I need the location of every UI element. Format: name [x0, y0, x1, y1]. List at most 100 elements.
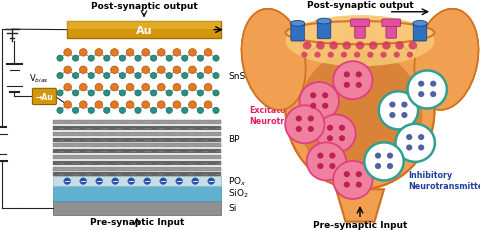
Circle shape [296, 126, 302, 132]
Circle shape [173, 67, 181, 74]
Circle shape [79, 49, 87, 57]
Circle shape [329, 163, 336, 169]
Text: Inhibitory
Neurotransmitter: Inhibitory Neurotransmitter [408, 170, 480, 190]
Circle shape [110, 67, 119, 74]
Circle shape [144, 178, 151, 185]
Circle shape [151, 56, 156, 62]
Circle shape [95, 49, 103, 57]
Circle shape [173, 49, 181, 57]
Circle shape [339, 136, 345, 142]
Polygon shape [53, 173, 221, 177]
Polygon shape [67, 22, 221, 39]
Text: BP: BP [228, 134, 240, 143]
Circle shape [364, 143, 404, 181]
Circle shape [173, 84, 181, 91]
Circle shape [126, 101, 134, 109]
Text: Excitatory
Neurotransmitter: Excitatory Neurotransmitter [250, 106, 329, 125]
Polygon shape [53, 127, 221, 131]
Ellipse shape [286, 32, 434, 189]
Circle shape [197, 73, 204, 79]
Text: Pre-synaptic Input: Pre-synaptic Input [313, 220, 407, 229]
Polygon shape [53, 132, 221, 136]
Ellipse shape [414, 10, 479, 110]
Circle shape [418, 92, 424, 98]
Circle shape [213, 73, 219, 79]
Circle shape [95, 67, 103, 74]
Circle shape [379, 92, 418, 130]
Circle shape [135, 91, 141, 97]
Ellipse shape [424, 19, 469, 101]
Ellipse shape [413, 21, 427, 27]
Circle shape [57, 91, 63, 97]
Circle shape [64, 178, 71, 185]
Circle shape [104, 56, 110, 62]
Ellipse shape [286, 16, 434, 67]
Ellipse shape [290, 21, 305, 27]
Circle shape [213, 91, 219, 97]
Polygon shape [53, 161, 221, 165]
Circle shape [418, 145, 424, 151]
Circle shape [135, 56, 141, 62]
Circle shape [341, 52, 347, 58]
Circle shape [213, 108, 219, 114]
Circle shape [329, 153, 336, 159]
Polygon shape [53, 201, 221, 215]
Circle shape [310, 103, 316, 109]
Circle shape [375, 153, 381, 159]
Circle shape [327, 52, 334, 58]
Circle shape [128, 178, 134, 185]
Ellipse shape [414, 10, 479, 110]
Polygon shape [53, 155, 221, 159]
Circle shape [327, 136, 333, 142]
Circle shape [104, 91, 110, 97]
Circle shape [407, 52, 413, 58]
Circle shape [317, 153, 324, 159]
FancyBboxPatch shape [413, 23, 427, 42]
Ellipse shape [298, 51, 422, 180]
Circle shape [189, 67, 196, 74]
Circle shape [285, 106, 324, 144]
Ellipse shape [286, 16, 434, 67]
Circle shape [387, 153, 393, 159]
Circle shape [430, 92, 436, 98]
Circle shape [119, 108, 126, 114]
Ellipse shape [317, 19, 331, 25]
Polygon shape [53, 177, 221, 186]
Circle shape [418, 134, 424, 140]
Circle shape [57, 56, 63, 62]
Circle shape [166, 91, 172, 97]
Circle shape [317, 163, 324, 169]
Circle shape [104, 108, 110, 114]
Text: SnSe: SnSe [228, 72, 251, 81]
Circle shape [204, 67, 212, 74]
Circle shape [88, 56, 94, 62]
Circle shape [151, 108, 156, 114]
Circle shape [354, 52, 360, 58]
Circle shape [119, 91, 126, 97]
Polygon shape [53, 150, 221, 154]
Circle shape [401, 112, 408, 119]
Circle shape [380, 52, 387, 58]
Circle shape [408, 71, 447, 109]
Circle shape [316, 42, 325, 50]
Circle shape [142, 49, 150, 57]
Circle shape [110, 84, 119, 91]
Circle shape [213, 56, 219, 62]
Circle shape [151, 73, 156, 79]
Text: →Au: →Au [36, 93, 53, 101]
Circle shape [369, 42, 377, 50]
Circle shape [316, 115, 356, 153]
Circle shape [57, 73, 63, 79]
FancyBboxPatch shape [317, 21, 331, 40]
Circle shape [356, 72, 362, 78]
Circle shape [166, 56, 172, 62]
Ellipse shape [251, 19, 296, 101]
Circle shape [356, 82, 362, 88]
Circle shape [322, 93, 328, 99]
Circle shape [181, 56, 188, 62]
Polygon shape [53, 138, 221, 142]
Text: Post-synaptic output: Post-synaptic output [307, 1, 413, 10]
Circle shape [64, 101, 72, 109]
Ellipse shape [241, 10, 306, 110]
Circle shape [157, 67, 165, 74]
